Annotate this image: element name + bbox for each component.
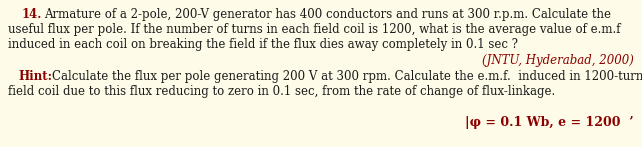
Text: Armature of a 2-pole, 200-V generator has 400 conductors and runs at 300 r.p.m. : Armature of a 2-pole, 200-V generator ha…: [44, 8, 611, 21]
Text: induced in each coil on breaking the field if the flux dies away completely in 0: induced in each coil on breaking the fie…: [8, 38, 518, 51]
Text: Calculate the flux per pole generating 200 V at 300 rpm. Calculate the e.m.f.  i: Calculate the flux per pole generating 2…: [52, 70, 642, 83]
Text: useful flux per pole. If the number of turns in each field coil is 1200, what is: useful flux per pole. If the number of t…: [8, 23, 621, 36]
Text: 14.: 14.: [22, 8, 42, 21]
Text: |φ = 0.1 Wb, e = 1200  ’: |φ = 0.1 Wb, e = 1200 ’: [465, 116, 634, 129]
Text: field coil due to this flux reducing to zero in 0.1 sec, from the rate of change: field coil due to this flux reducing to …: [8, 85, 555, 98]
Text: (JNTU, Hyderabad, 2000): (JNTU, Hyderabad, 2000): [482, 54, 634, 67]
Text: Hint:: Hint:: [18, 70, 52, 83]
